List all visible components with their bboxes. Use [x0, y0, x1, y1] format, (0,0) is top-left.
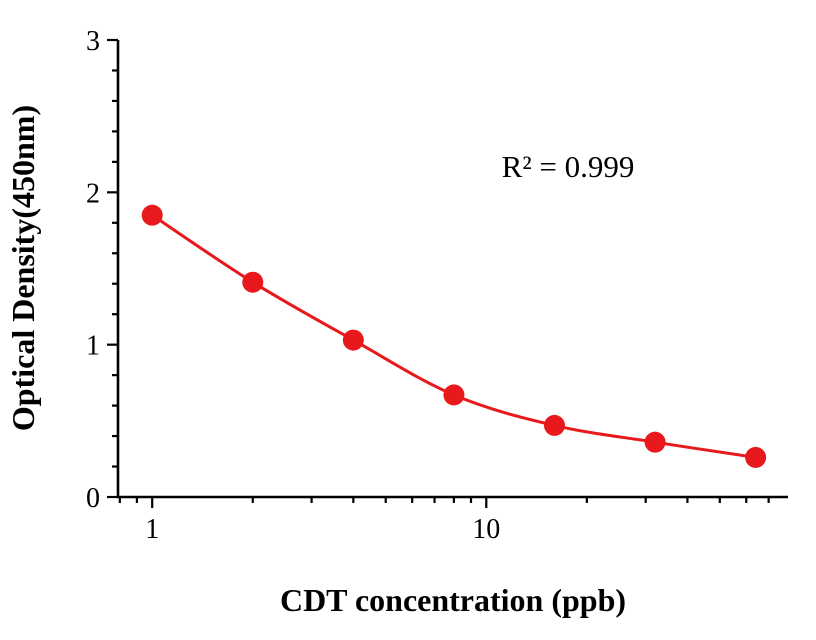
data-point: [141, 204, 163, 226]
y-tick-label: 3: [86, 26, 100, 57]
data-point: [745, 446, 767, 468]
x-axis-title: CDT concentration (ppb): [280, 582, 626, 618]
data-point: [443, 384, 465, 406]
x-tick-label: 10: [472, 514, 500, 545]
y-axis-title: Optical Density(450nm): [5, 105, 41, 431]
x-tick-label: 1: [145, 514, 159, 545]
data-point: [242, 271, 264, 293]
axes: 0 1 2 3 1 10: [86, 26, 788, 545]
data-point: [543, 414, 565, 436]
y-tick-label: 2: [86, 178, 100, 209]
data-series: [141, 204, 767, 468]
y-tick-label: 0: [86, 483, 100, 514]
fit-curve: [151, 213, 756, 459]
data-point: [342, 329, 364, 351]
y-tick-label: 1: [86, 331, 100, 362]
r-squared-annotation: R² = 0.999: [502, 149, 635, 184]
data-point: [644, 431, 666, 453]
